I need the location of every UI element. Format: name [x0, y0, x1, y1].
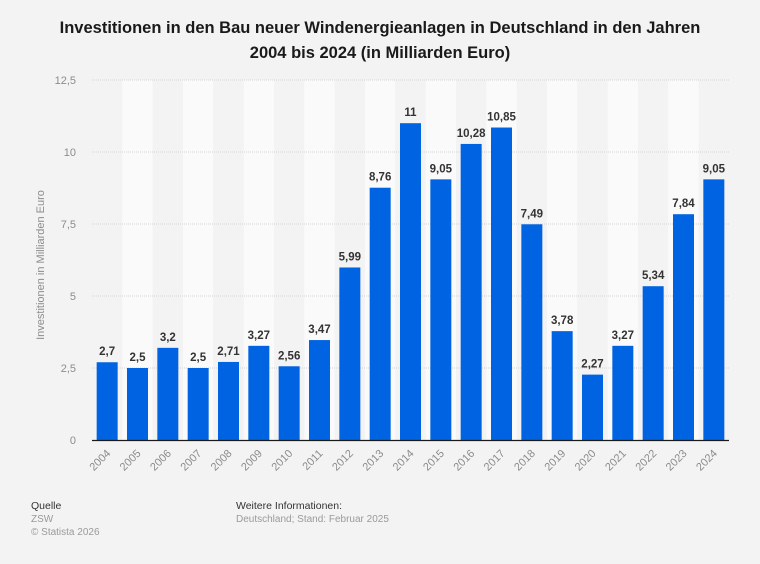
x-tick-label: 2024	[694, 448, 720, 474]
bar	[491, 127, 512, 441]
x-tick-label: 2009	[239, 448, 265, 474]
value-label: 2,27	[581, 359, 603, 371]
x-tick-label: 2022	[633, 448, 659, 474]
value-label: 3,78	[551, 315, 574, 327]
x-tick-label: 2005	[118, 448, 144, 474]
value-label: 7,49	[521, 208, 543, 220]
source-heading: Quelle	[31, 500, 62, 512]
value-label: 9,05	[430, 163, 453, 175]
bar	[187, 368, 209, 440]
y-tick-label: 7,5	[61, 219, 76, 231]
info-heading: Weitere Informationen:	[236, 500, 343, 512]
x-tick-label: 2021	[603, 448, 629, 474]
bar	[309, 340, 330, 440]
bar	[369, 187, 391, 440]
value-label: 5,99	[339, 251, 361, 263]
value-label: 9,05	[703, 163, 726, 175]
bar	[673, 214, 694, 440]
y-tick-label: 5	[70, 291, 76, 303]
chart-title: Investitionen in den Bau neuer Windenerg…	[0, 16, 760, 66]
x-tick-label: 2007	[178, 448, 204, 474]
bar	[157, 347, 179, 440]
bar	[642, 286, 664, 440]
value-label: 8,76	[369, 172, 391, 184]
value-labels: 2,7 2,5 3,2 2,5 2,71 3,27 2,56 3,47 5,99 8,76 11 9,…	[99, 107, 725, 370]
bar	[248, 345, 270, 440]
bar	[127, 368, 148, 440]
x-tick-label: 2006	[148, 448, 174, 474]
value-label: 2,56	[278, 350, 300, 362]
value-label: 2,7	[99, 346, 115, 358]
value-label: 3,2	[160, 332, 176, 344]
value-label: 10,28	[457, 128, 486, 140]
x-tick-label: 2016	[451, 448, 477, 474]
value-label: 2,5	[130, 352, 147, 364]
y-tick-label: 2,5	[61, 363, 76, 375]
x-axis-ticks: 2004 2005 2006 2007 2008 2009 2010 2011 2012 2013…	[87, 448, 719, 474]
bar	[430, 179, 452, 441]
x-tick-label: 2011	[300, 448, 325, 473]
bar	[339, 267, 361, 440]
bar	[551, 331, 573, 440]
x-tick-label: 2017	[482, 448, 508, 474]
bar	[703, 179, 725, 441]
x-tick-label: 2010	[269, 448, 295, 474]
value-label: 2,71	[217, 346, 240, 358]
bar	[218, 361, 239, 440]
bar	[278, 366, 300, 440]
source-name: ZSW	[31, 514, 54, 525]
bar	[521, 224, 543, 440]
bar	[612, 345, 634, 440]
value-label: 10,85	[487, 112, 516, 124]
x-tick-label: 2014	[391, 448, 417, 474]
bars	[96, 123, 725, 441]
x-tick-label: 2019	[542, 448, 568, 474]
x-tick-label: 2013	[360, 448, 386, 474]
copyright: © Statista 2026	[31, 527, 100, 538]
value-label: 7,84	[672, 198, 695, 210]
x-tick-label: 2018	[512, 448, 538, 474]
bar	[400, 123, 421, 440]
value-label: 3,27	[248, 330, 270, 342]
x-tick-label: 2012	[330, 448, 356, 474]
info-block: Weitere Informationen: Deutschland; Stan…	[236, 500, 389, 526]
value-label: 5,34	[642, 270, 665, 282]
chart-title-line-2: 2004 bis 2024 (in Milliarden Euro)	[249, 44, 511, 62]
value-label: 3,27	[612, 330, 634, 342]
info-text: Deutschland; Stand: Februar 2025	[236, 514, 389, 525]
y-tick-label: 10	[64, 147, 76, 159]
x-tick-label: 2020	[573, 448, 599, 474]
x-tick-label: 2004	[87, 448, 113, 474]
chart-title-line-1: Investitionen in den Bau neuer Windenerg…	[59, 19, 701, 37]
value-label: 3,47	[308, 324, 330, 336]
y-tick-label: 12,5	[55, 75, 76, 87]
bar	[582, 374, 603, 440]
x-tick-label: 2008	[209, 448, 235, 474]
x-tick-label: 2023	[664, 448, 690, 474]
y-tick-label: 0	[70, 435, 76, 447]
source-block: Quelle ZSW © Statista 2026	[31, 500, 100, 539]
value-label: 2,5	[190, 352, 207, 364]
y-axis-ticks: 0 2,5 5 7,5 10 12,5	[55, 75, 76, 447]
x-tick-label: 2015	[421, 448, 447, 474]
y-axis-label: Investitionen in Milliarden Euro	[35, 190, 47, 340]
value-label: 11	[404, 107, 417, 119]
bar	[460, 143, 482, 440]
bar	[96, 362, 118, 440]
